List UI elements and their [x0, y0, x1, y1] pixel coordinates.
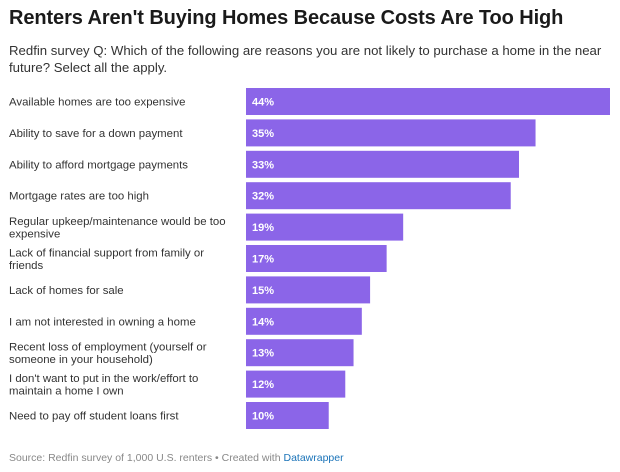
value-label: 12% — [252, 379, 274, 391]
chart-subtitle: Redfin survey Q: Which of the following … — [9, 43, 602, 75]
value-label: 33% — [252, 159, 274, 171]
bar — [246, 213, 404, 241]
category-label: Lack of homes for sale — [9, 285, 124, 297]
value-label: 10% — [252, 411, 274, 423]
bar — [246, 119, 536, 147]
chart-footer: Source: Redfin survey of 1,000 U.S. rent… — [9, 452, 344, 464]
bar-row: Lack of financial support from family or… — [9, 245, 387, 272]
category-label: Ability to afford mortgage payments — [9, 159, 188, 171]
category-label: Lack of financial support from family or… — [9, 248, 204, 273]
category-label: Available homes are too expensive — [9, 97, 185, 109]
bar — [246, 276, 371, 304]
bar — [246, 370, 346, 398]
bar — [246, 150, 519, 178]
value-label: 14% — [252, 316, 274, 328]
bar — [246, 402, 329, 429]
chart-title: Renters Aren't Buying Homes Because Cost… — [9, 7, 564, 29]
value-label: 17% — [252, 254, 274, 266]
category-label: Ability to save for a down payment — [9, 128, 183, 140]
category-label: Regular upkeep/maintenance would be too e… — [9, 216, 226, 241]
value-label: 32% — [252, 191, 274, 203]
source-note: Source: Redfin survey of 1,000 U.S. rent… — [9, 452, 284, 464]
category-label: I am not interested in owning a home — [9, 316, 196, 328]
bar-row: Need to pay off student loans first 10% — [9, 402, 329, 429]
category-label: Recent loss of employment (yourself or so… — [9, 342, 207, 367]
value-label: 44% — [252, 97, 274, 109]
bar-row: Available homes are too expensive 44% — [9, 88, 610, 115]
bar-row: I don't want to put in the work/effort t… — [9, 370, 346, 398]
bar — [246, 88, 610, 115]
category-label: Need to pay off student loans first — [9, 411, 179, 423]
value-label: 15% — [252, 285, 274, 297]
bar — [246, 339, 354, 367]
bar — [246, 182, 511, 210]
bar-row: Mortgage rates are too high 32% — [9, 182, 511, 210]
datawrapper-link[interactable]: Datawrapper — [283, 452, 344, 464]
bar — [246, 245, 387, 272]
bar — [246, 307, 362, 335]
value-label: 19% — [252, 222, 274, 234]
bar-row: Regular upkeep/maintenance would be too e… — [9, 213, 404, 241]
category-label: I don't want to put in the work/effort t… — [9, 373, 198, 398]
bar-row: Recent loss of employment (yourself or so… — [9, 339, 354, 367]
value-label: 13% — [252, 348, 274, 360]
bar-row: I am not interested in owning a home 14% — [9, 307, 362, 335]
value-label: 35% — [252, 128, 274, 140]
category-label: Mortgage rates are too high — [9, 191, 149, 203]
bar-row: Lack of homes for sale 15% — [9, 276, 371, 304]
bar-row: Ability to afford mortgage payments 33% — [9, 150, 519, 178]
bar-row: Ability to save for a down payment 35% — [9, 119, 536, 147]
